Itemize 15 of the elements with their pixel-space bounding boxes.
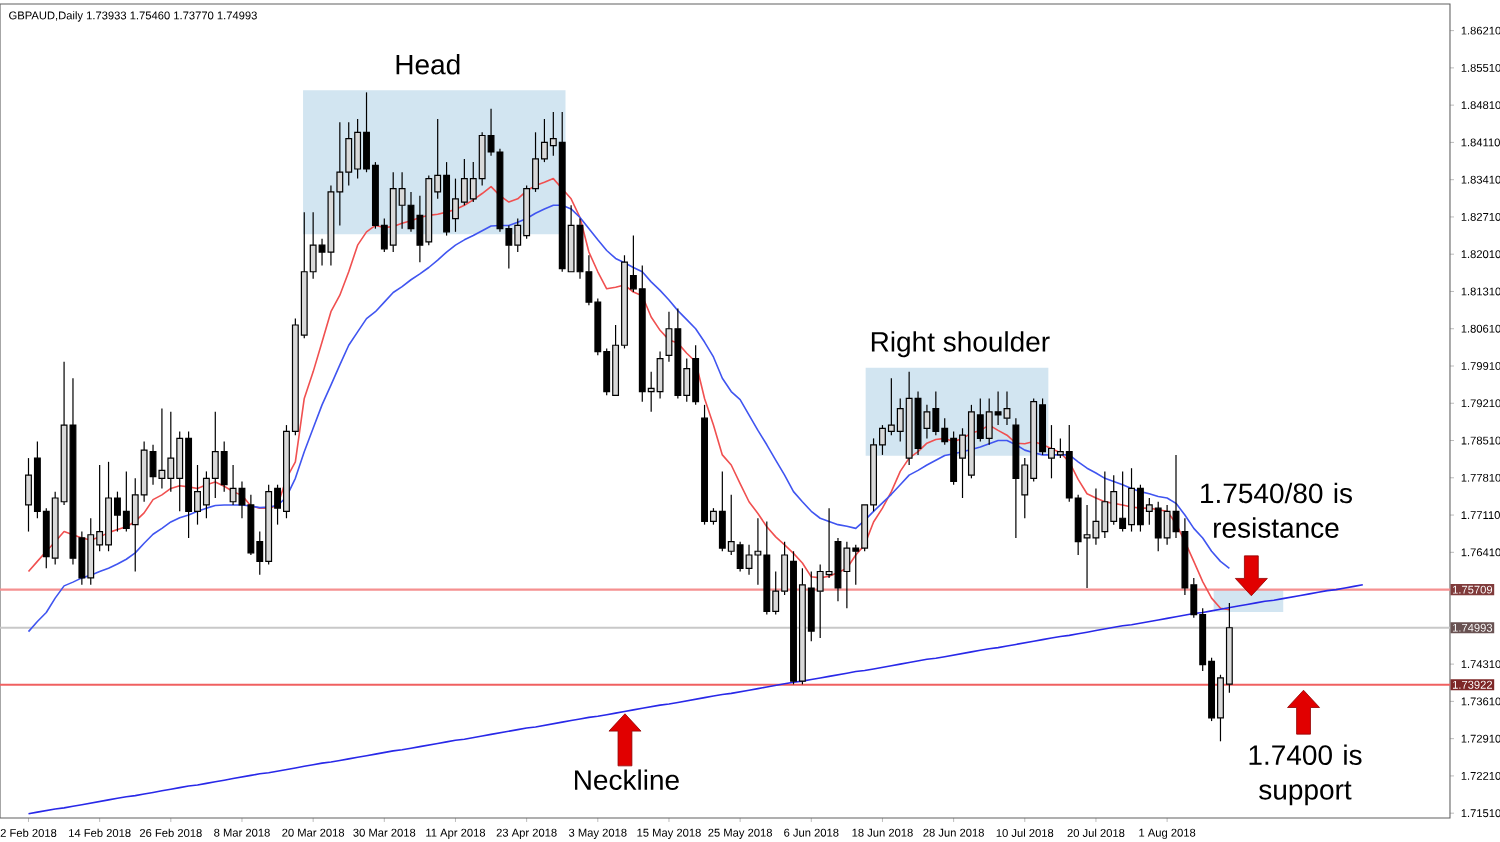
candlestick xyxy=(1003,390,1011,426)
candlestick xyxy=(229,464,237,506)
annotation: 1.7400 is support xyxy=(1249,744,1362,806)
candlestick xyxy=(656,351,664,400)
candlestick xyxy=(834,537,842,602)
candlestick xyxy=(158,407,166,490)
annotation: Head xyxy=(396,53,460,75)
annotation: Right shoulder xyxy=(871,331,1050,358)
candlestick xyxy=(1083,504,1091,589)
annotation: 1.7540/80 is resistance xyxy=(1201,482,1352,538)
candlestick xyxy=(1092,487,1100,546)
candlestick xyxy=(914,390,922,456)
annotation: Neckline xyxy=(575,769,679,790)
candlestick xyxy=(745,544,753,576)
candlestick xyxy=(1012,417,1020,539)
